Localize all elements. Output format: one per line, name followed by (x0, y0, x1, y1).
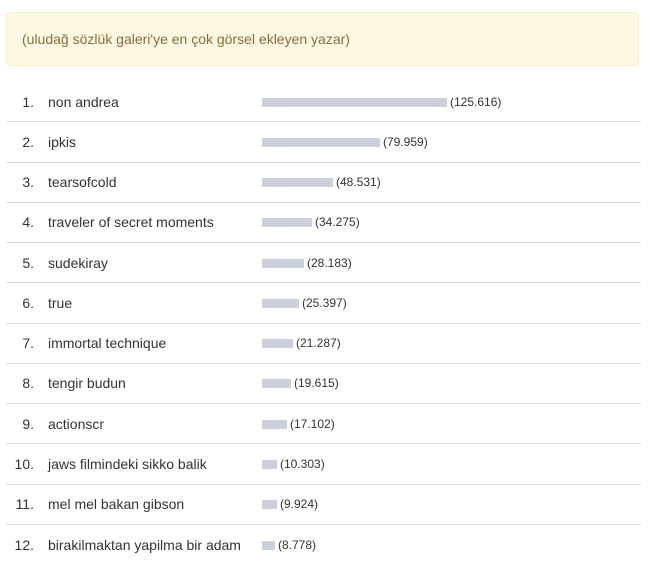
author-link[interactable]: immortal technique (48, 335, 167, 352)
rank-number: 6. (22, 294, 34, 311)
count-value: (79.959) (383, 134, 428, 149)
author-link[interactable]: traveler of secret moments (48, 214, 214, 231)
author-link[interactable]: sudekiray (48, 254, 108, 271)
list-item: 7. immortal technique (21.287) (6, 324, 641, 364)
rank-number: 1. (22, 93, 34, 110)
info-notice: (uludağ sözlük galeri'ye en çok görsel e… (6, 12, 639, 66)
count-bar (262, 218, 312, 228)
rank-number: 10. (14, 455, 34, 472)
list-item: 12. birakilmaktan yapilma bir adam (8.77… (6, 525, 641, 565)
notice-text: (uludağ sözlük galeri'ye en çok görsel e… (22, 31, 350, 47)
list-item: 3. tearsofcold (48.531) (6, 163, 641, 203)
count-value: (125.616) (450, 94, 502, 109)
count-bar (262, 540, 275, 550)
author-link[interactable]: mel mel bakan gibson (48, 496, 185, 513)
count-bar (262, 500, 277, 510)
count-bar (262, 137, 380, 147)
rank-number: 7. (22, 335, 34, 352)
count-value: (10.303) (280, 456, 325, 471)
count-value: (9.924) (280, 497, 319, 512)
count-value: (8.778) (278, 537, 317, 552)
list-item: 8. tengir budun (19.615) (6, 364, 641, 404)
count-value: (28.183) (307, 255, 352, 270)
count-bar (262, 379, 291, 389)
list-item: 10. jaws filmindeki sikko balik (10.303) (6, 444, 641, 485)
list-item: 6. true (25.397) (6, 283, 641, 324)
count-bar (262, 419, 287, 429)
count-bar (262, 459, 277, 469)
rank-number: 3. (22, 174, 34, 191)
count-bar (262, 97, 447, 107)
rank-number: 9. (22, 415, 34, 432)
list-item: 4. traveler of secret moments (34.275) (6, 203, 641, 243)
author-link[interactable]: tengir budun (48, 375, 126, 392)
author-link[interactable]: birakilmaktan yapilma bir adam (48, 536, 241, 553)
ranking-list: 1. non andrea (125.616) 2. ipkis (79.959… (6, 82, 641, 565)
count-value: (25.397) (302, 295, 347, 310)
rank-number: 8. (22, 375, 34, 392)
list-item: 5. sudekiray (28.183) (6, 243, 641, 284)
count-value: (17.102) (290, 416, 335, 431)
rank-number: 5. (22, 254, 34, 271)
count-value: (19.615) (294, 376, 339, 391)
author-link[interactable]: non andrea (48, 93, 119, 110)
list-item: 11. mel mel bakan gibson (9.924) (6, 485, 641, 525)
count-bar (262, 339, 293, 349)
count-value: (34.275) (315, 215, 360, 230)
author-link[interactable]: jaws filmindeki sikko balik (48, 455, 207, 472)
author-link[interactable]: true (48, 294, 73, 311)
rank-number: 11. (15, 496, 34, 513)
author-link[interactable]: actionscr (48, 415, 105, 432)
author-link[interactable]: tearsofcold (48, 174, 117, 191)
count-value: (48.531) (336, 175, 381, 190)
count-bar (262, 178, 333, 188)
list-item: 9. actionscr (17.102) (6, 404, 641, 445)
count-bar (262, 258, 304, 268)
rank-number: 12. (14, 536, 34, 553)
author-link[interactable]: ipkis (48, 133, 77, 150)
count-value: (21.287) (296, 336, 341, 351)
list-item: 1. non andrea (125.616) (6, 82, 641, 123)
rank-number: 2. (22, 133, 34, 150)
rank-number: 4. (22, 214, 34, 231)
count-bar (262, 298, 299, 308)
list-item: 2. ipkis (79.959) (6, 122, 641, 163)
